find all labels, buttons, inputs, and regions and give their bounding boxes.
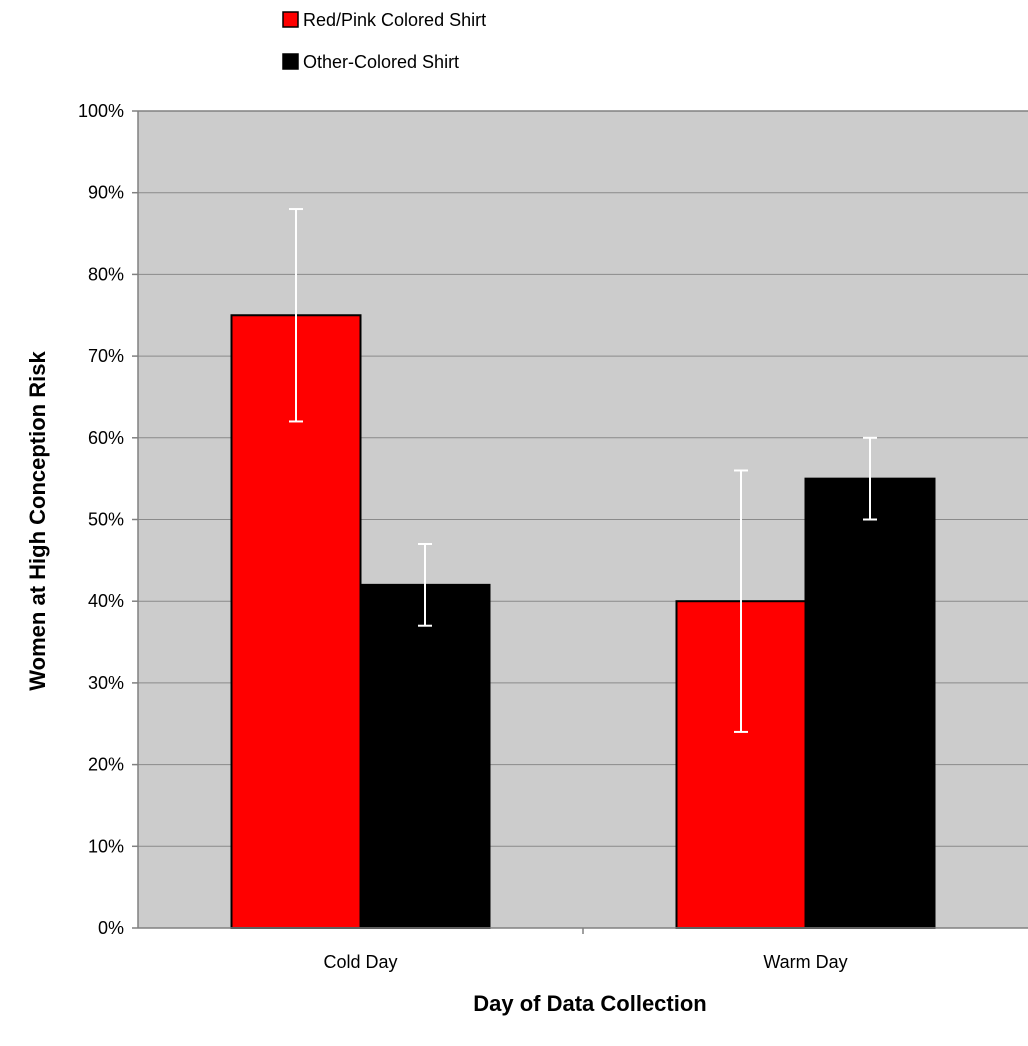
x-tick-labels: Cold Day Warm Day [323,952,847,972]
y-tick-label: 90% [88,183,124,203]
y-tick-label: 40% [88,591,124,611]
y-tick-label: 20% [88,755,124,775]
y-tick-label: 70% [88,346,124,366]
x-axis-label: Day of Data Collection [473,991,706,1016]
y-tick-label: 60% [88,428,124,448]
y-axis-label: Women at High Conception Risk [25,351,50,691]
legend-label: Other-Colored Shirt [303,52,459,72]
y-tick-label: 80% [88,264,124,284]
x-tick-label: Warm Day [763,952,847,972]
error-bars [289,208,877,733]
legend-label: Red/Pink Colored Shirt [303,10,486,30]
y-tick-label: 50% [88,510,124,530]
legend: Red/Pink Colored Shirt Other-Colored Shir… [282,10,486,72]
bar [804,477,936,929]
y-tick-label: 0% [98,918,124,938]
legend-swatch [282,53,299,70]
bar [359,583,491,929]
axes [132,110,1028,934]
y-tick-label: 10% [88,836,124,856]
y-tick-label: 100% [78,101,124,121]
y-tick-label: 30% [88,673,124,693]
x-tick-label: Cold Day [323,952,397,972]
y-tick-labels: 0% 10% 20% 30% 40% 50% 60% 70% 80% 90% 100% [78,101,124,938]
legend-swatch [282,11,299,28]
